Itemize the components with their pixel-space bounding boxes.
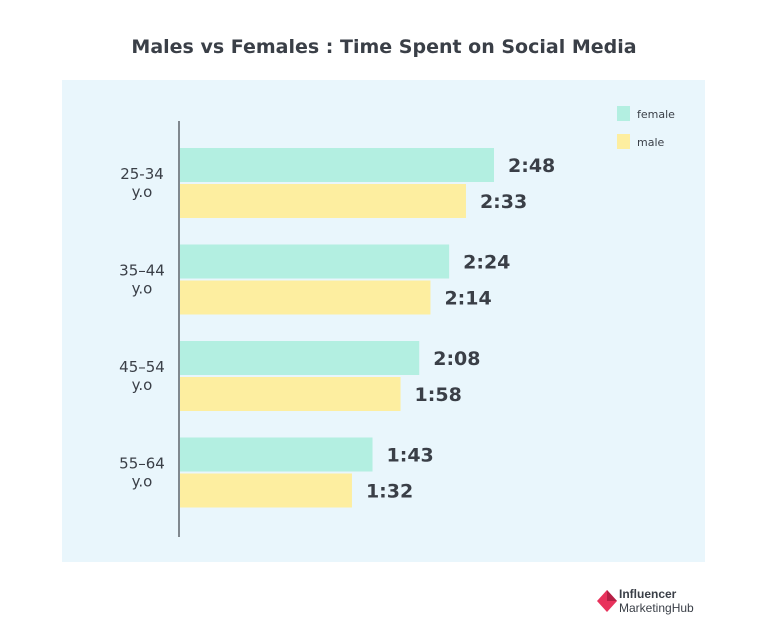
value-label-male-2: 2:14 <box>444 288 491 310</box>
legend-swatch-male <box>617 134 630 149</box>
brand-diamond-icon <box>597 590 617 612</box>
legend-label-female: female <box>637 108 675 121</box>
value-label-female-4: 1:43 <box>387 445 434 467</box>
bar-male-2 <box>180 280 431 315</box>
value-label-female-1: 2:48 <box>508 155 555 177</box>
category-label-2-range: 35–44 <box>119 262 165 280</box>
value-label-male-1: 2:33 <box>480 191 527 213</box>
bar-male-3 <box>180 377 401 411</box>
brand-name-line1: Influencer <box>619 587 677 601</box>
category-label-1-range: 25-34 <box>120 165 164 183</box>
bar-female-4 <box>180 437 373 472</box>
bar-female-1 <box>180 148 494 182</box>
bar-male-1 <box>180 184 466 218</box>
chart-title: Males vs Females : Time Spent on Social … <box>131 36 637 58</box>
category-label-3-unit: y.o <box>132 376 153 394</box>
bar-male-4 <box>180 473 352 508</box>
legend-label-male: male <box>637 136 665 149</box>
category-label-4-range: 55–64 <box>119 455 165 473</box>
brand-logo: Influencer MarketingHub <box>597 586 757 618</box>
legend-swatch-female <box>617 106 630 121</box>
value-label-female-2: 2:24 <box>463 252 510 274</box>
brand-name-line2: MarketingHub <box>619 601 694 615</box>
bar-female-3 <box>180 341 420 375</box>
bar-female-2 <box>180 244 450 279</box>
value-label-male-3: 1:58 <box>415 384 462 406</box>
category-label-4-unit: y.o <box>132 473 153 491</box>
value-label-female-3: 2:08 <box>433 348 480 370</box>
category-label-3-range: 45–54 <box>119 358 165 376</box>
value-label-male-4: 1:32 <box>366 481 413 503</box>
category-label-2-unit: y.o <box>132 280 153 298</box>
category-label-1-unit: y.o <box>132 183 153 201</box>
